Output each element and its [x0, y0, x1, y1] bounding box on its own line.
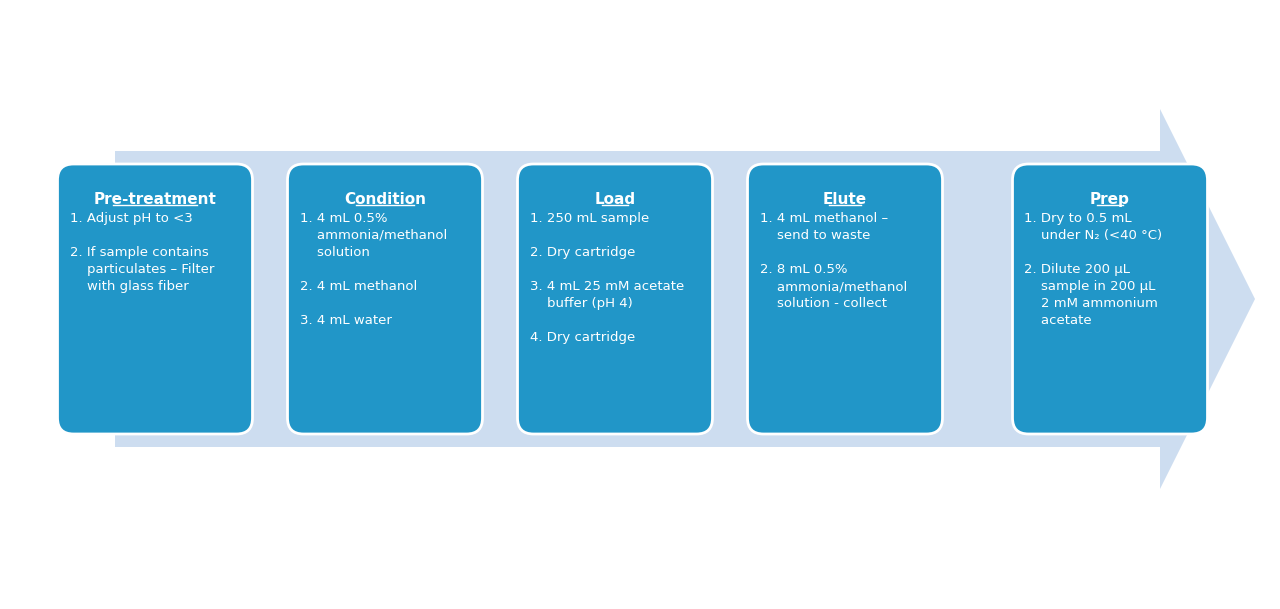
Text: 1. 250 mL sample

2. Dry cartridge

3. 4 mL 25 mM acetate
    buffer (pH 4)

4. : 1. 250 mL sample 2. Dry cartridge 3. 4 m…	[530, 212, 684, 344]
FancyBboxPatch shape	[1012, 164, 1207, 434]
FancyBboxPatch shape	[58, 164, 252, 434]
Text: Prep: Prep	[1091, 192, 1130, 207]
Text: 1. 4 mL methanol –
    send to waste

2. 8 mL 0.5%
    ammonia/methanol
    solu: 1. 4 mL methanol – send to waste 2. 8 mL…	[759, 212, 906, 310]
FancyBboxPatch shape	[748, 164, 942, 434]
Polygon shape	[115, 109, 1254, 489]
FancyBboxPatch shape	[288, 164, 483, 434]
Text: 1. Adjust pH to <3

2. If sample contains
    particulates – Filter
    with gla: 1. Adjust pH to <3 2. If sample contains…	[69, 212, 214, 293]
Text: 1. Dry to 0.5 mL
    under N₂ (<40 °C)

2. Dilute 200 μL
    sample in 200 μL
  : 1. Dry to 0.5 mL under N₂ (<40 °C) 2. Di…	[1024, 212, 1162, 327]
Text: Load: Load	[594, 192, 636, 207]
Text: 1. 4 mL 0.5%
    ammonia/methanol
    solution

2. 4 mL methanol

3. 4 mL water: 1. 4 mL 0.5% ammonia/methanol solution 2…	[300, 212, 447, 327]
Text: Condition: Condition	[344, 192, 426, 207]
FancyBboxPatch shape	[517, 164, 713, 434]
Text: Pre-treatment: Pre-treatment	[93, 192, 216, 207]
Text: Elute: Elute	[823, 192, 867, 207]
